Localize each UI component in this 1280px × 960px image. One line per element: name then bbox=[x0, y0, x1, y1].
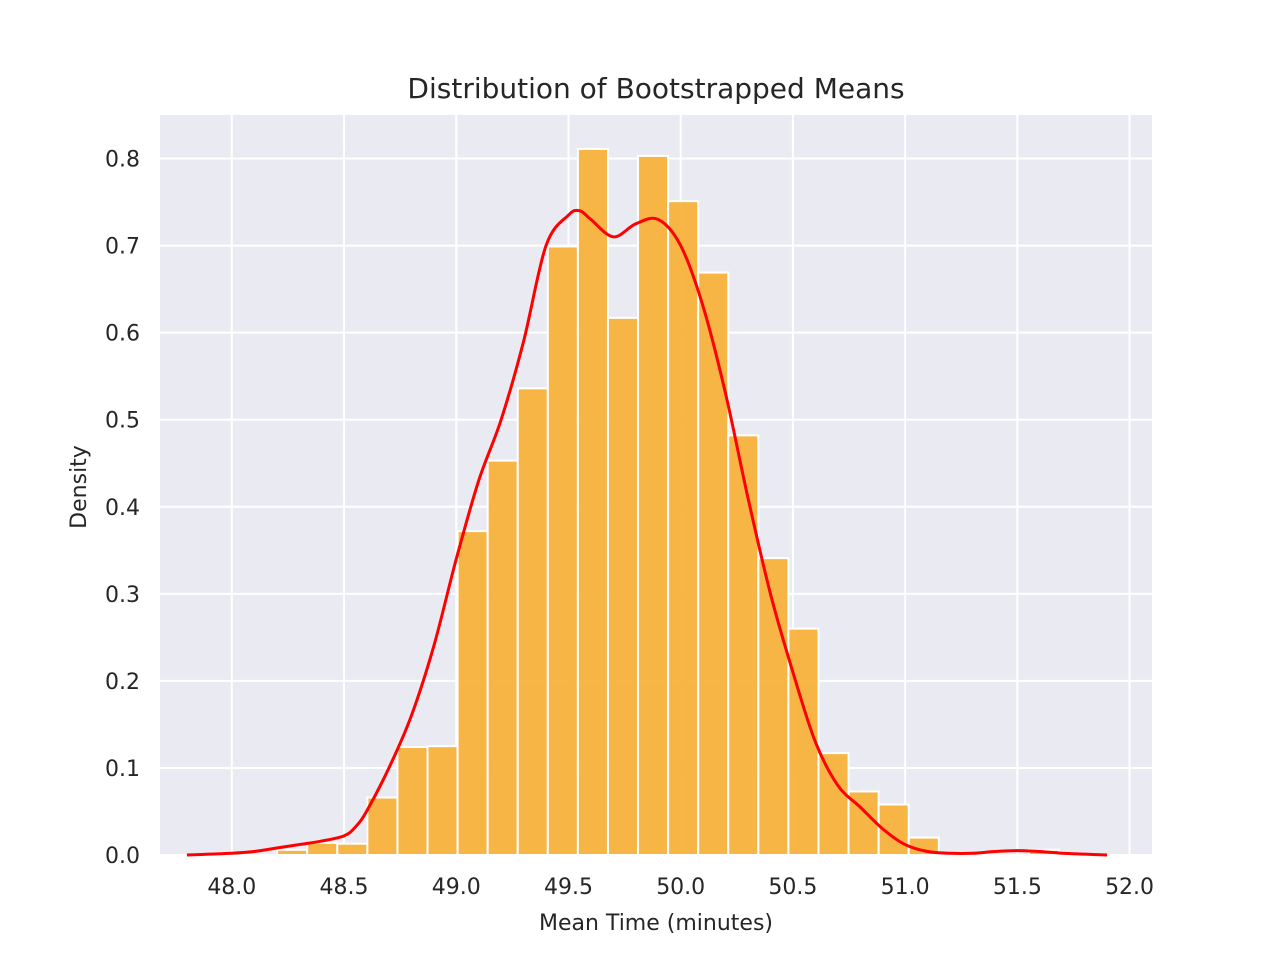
histogram-bar bbox=[486, 459, 519, 856]
histogram-bar bbox=[456, 530, 489, 856]
x-tick-label: 48.0 bbox=[207, 875, 256, 900]
histogram-bars bbox=[276, 147, 1061, 857]
histogram-bar bbox=[306, 841, 339, 857]
histogram-bar bbox=[637, 154, 670, 856]
y-axis-label: Density bbox=[67, 445, 92, 529]
kde-curve bbox=[186, 208, 1108, 857]
histogram-bar bbox=[336, 842, 369, 857]
y-axis-ticks: 0.0 0.1 0.2 0.3 0.4 0.5 0.6 0.7 0.8 bbox=[105, 148, 140, 869]
y-tick-label: 0.0 bbox=[105, 844, 140, 869]
x-tick-label: 49.0 bbox=[432, 875, 481, 900]
histogram-bar bbox=[667, 200, 700, 856]
histogram-bar bbox=[546, 245, 579, 857]
histogram-bar bbox=[276, 848, 309, 857]
histogram-bar bbox=[787, 627, 820, 856]
histogram-bar bbox=[426, 745, 459, 856]
x-tick-label: 50.0 bbox=[656, 875, 705, 900]
histogram-bar bbox=[817, 752, 850, 856]
y-tick-label: 0.1 bbox=[105, 757, 140, 782]
histogram-bar bbox=[606, 316, 640, 856]
histogram-bar bbox=[366, 796, 399, 857]
x-tick-label: 51.5 bbox=[993, 875, 1042, 900]
y-tick-label: 0.7 bbox=[105, 235, 140, 260]
y-tick-label: 0.8 bbox=[105, 148, 140, 173]
y-tick-label: 0.4 bbox=[105, 496, 140, 521]
x-tick-label: 52.0 bbox=[1105, 875, 1154, 900]
histogram-bar bbox=[396, 746, 429, 856]
x-axis-label: Mean Time (minutes) bbox=[539, 911, 773, 936]
x-tick-label: 50.5 bbox=[768, 875, 817, 900]
chart-title: Distribution of Bootstrapped Means bbox=[407, 72, 904, 105]
x-tick-label: 49.5 bbox=[544, 875, 593, 900]
y-tick-label: 0.6 bbox=[105, 322, 140, 347]
histogram-bar bbox=[727, 434, 760, 856]
histogram-bar bbox=[516, 387, 549, 856]
y-tick-label: 0.5 bbox=[105, 409, 140, 434]
x-axis-ticks: 48.0 48.5 49.0 49.5 50.0 50.5 51.0 51.5 52.0 bbox=[207, 875, 1154, 900]
y-tick-label: 0.3 bbox=[105, 583, 140, 608]
y-tick-label: 0.2 bbox=[105, 670, 140, 695]
x-tick-label: 48.5 bbox=[320, 875, 369, 900]
x-tick-label: 51.0 bbox=[881, 875, 930, 900]
histogram-bar bbox=[576, 147, 609, 856]
histogram-bar bbox=[697, 271, 730, 856]
